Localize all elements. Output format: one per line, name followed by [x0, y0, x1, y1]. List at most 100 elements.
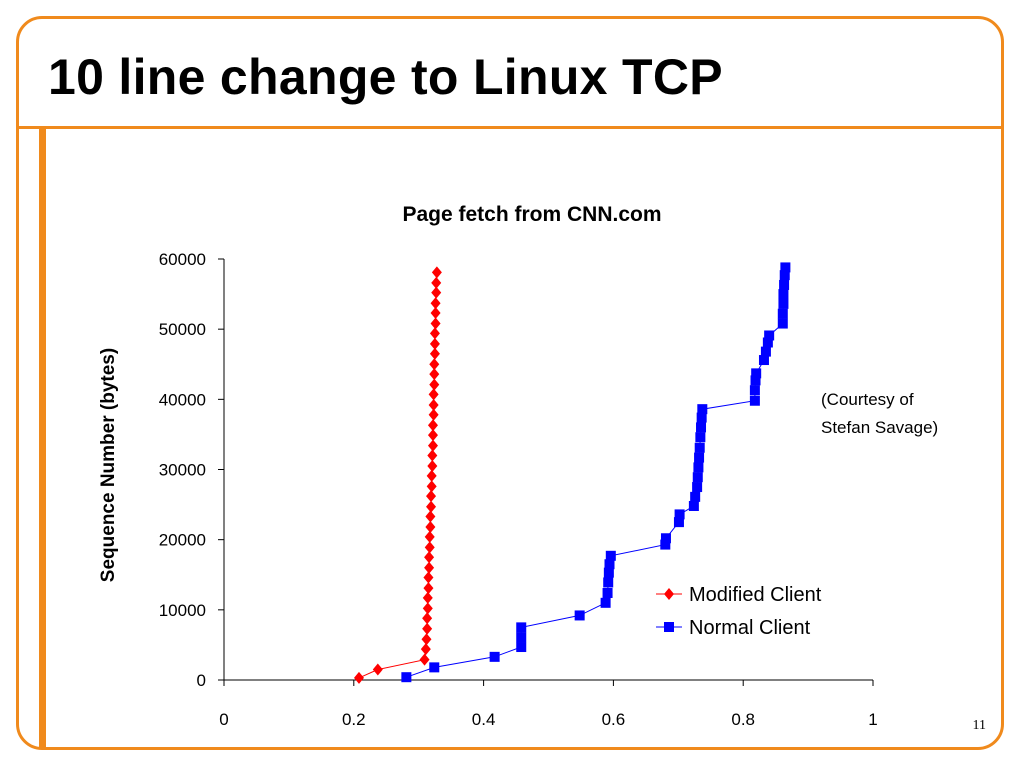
y-tick-label: 50000 — [159, 320, 206, 339]
modified-client-point — [424, 551, 435, 564]
legend: Modified Client Normal Client — [656, 584, 822, 639]
modified-client-point — [429, 378, 440, 391]
normal-client-point — [758, 355, 769, 366]
normal-client-point — [760, 346, 771, 357]
normal-client-point — [603, 567, 614, 578]
normal-client-point — [778, 289, 789, 300]
normal-client-point — [694, 452, 705, 463]
y-tick-label: 60000 — [159, 250, 206, 269]
normal-client-point — [694, 442, 705, 453]
normal-client-point — [605, 550, 616, 561]
modified-client-point — [423, 582, 434, 595]
y-axis-label: Sequence Number (bytes) — [98, 348, 119, 582]
normal-client-point — [660, 539, 671, 550]
modified-client-point — [429, 347, 440, 360]
slide-frame — [16, 16, 1004, 750]
modified-client-point — [429, 358, 440, 371]
modified-client-point — [428, 408, 439, 421]
normal-client-point — [696, 422, 707, 433]
modified-client-point — [424, 541, 435, 554]
legend-label-normal-client: Normal Client — [689, 617, 811, 639]
x-tick-label: 0.2 — [342, 710, 366, 729]
modified-client-point — [424, 561, 435, 574]
normal-client-point — [695, 432, 706, 443]
y-tick-label: 20000 — [159, 531, 206, 550]
normal-client-point — [516, 642, 527, 653]
modified-client-point — [428, 398, 439, 411]
normal-client-point — [692, 472, 703, 483]
normal-client-point — [674, 509, 685, 520]
normal-client-point — [696, 412, 707, 423]
normal-client-line — [406, 267, 786, 678]
modified-client-point — [426, 480, 437, 493]
modified-client-point — [429, 368, 440, 381]
normal-client-point — [673, 517, 684, 528]
normal-client-point — [779, 270, 790, 281]
normal-client-point — [692, 482, 703, 493]
normal-client-point — [602, 587, 613, 598]
normal-client-point — [762, 337, 773, 348]
modified-client-point — [427, 439, 438, 452]
normal-client-point — [604, 559, 615, 570]
modified-client-point — [430, 317, 441, 330]
normal-client-point — [516, 632, 527, 643]
modified-client-point — [421, 633, 432, 646]
modified-client-point — [427, 449, 438, 462]
normal-client-point — [693, 462, 704, 473]
y-tick-label: 30000 — [159, 461, 206, 480]
normal-client-point — [749, 395, 760, 406]
normal-client-point — [780, 262, 791, 273]
modified-client-point — [372, 663, 383, 676]
modified-client-point — [426, 469, 437, 482]
y-tick-label: 0 — [197, 671, 206, 690]
modified-client-point — [426, 500, 437, 513]
normal-client-point — [777, 308, 788, 319]
legend-label-modified-client: Modified Client — [689, 584, 822, 606]
title-divider — [16, 126, 1004, 129]
courtesy-line-1: (Courtesy of — [821, 390, 914, 409]
modified-client-point — [422, 591, 433, 604]
series-marks — [353, 262, 791, 684]
legend-marker-modified-client — [664, 588, 674, 600]
normal-client-point — [764, 330, 775, 341]
modified-client-point — [427, 459, 438, 472]
normal-client-point — [777, 318, 788, 329]
modified-client-point — [422, 602, 433, 615]
normal-client-point — [401, 672, 412, 683]
y-tick-label: 40000 — [159, 390, 206, 409]
modified-client-point — [423, 571, 434, 584]
normal-client-point — [489, 651, 500, 662]
normal-client-point — [690, 491, 701, 502]
modified-client-point — [431, 266, 442, 279]
axes: 0 10000 20000 30000 40000 50000 60000 0 0.2 0.4 0.… — [159, 250, 878, 729]
x-tick-label: 0 — [219, 710, 228, 729]
normal-client-point — [688, 500, 699, 511]
normal-client-point — [660, 533, 671, 544]
modified-client-point — [425, 521, 436, 534]
normal-client-point — [600, 597, 611, 608]
modified-client-point — [430, 307, 441, 320]
legend-marker-normal-client — [664, 622, 674, 632]
modified-client-point — [428, 388, 439, 401]
modified-client-point — [431, 276, 442, 289]
chart-title: Page fetch from CNN.com — [402, 203, 661, 226]
modified-client-point — [422, 622, 433, 635]
modified-client-point — [425, 510, 436, 523]
modified-client-point — [353, 671, 364, 684]
x-tick-label: 0.4 — [472, 710, 496, 729]
x-tick-label: 0.8 — [731, 710, 755, 729]
slide-title: 10 line change to Linux TCP — [48, 49, 723, 105]
modified-client-point — [429, 327, 440, 340]
modified-client-point — [431, 286, 442, 299]
courtesy-note: (Courtesy of Stefan Savage) — [821, 386, 981, 442]
normal-client-point — [778, 298, 789, 309]
modified-client-point — [426, 490, 437, 503]
normal-client-point — [697, 404, 708, 415]
normal-client-point — [429, 662, 440, 673]
modified-client-point — [420, 643, 431, 656]
modified-client-point — [429, 337, 440, 350]
normal-client-point — [574, 610, 585, 621]
modified-client-point — [427, 429, 438, 442]
normal-client-point — [749, 385, 760, 396]
